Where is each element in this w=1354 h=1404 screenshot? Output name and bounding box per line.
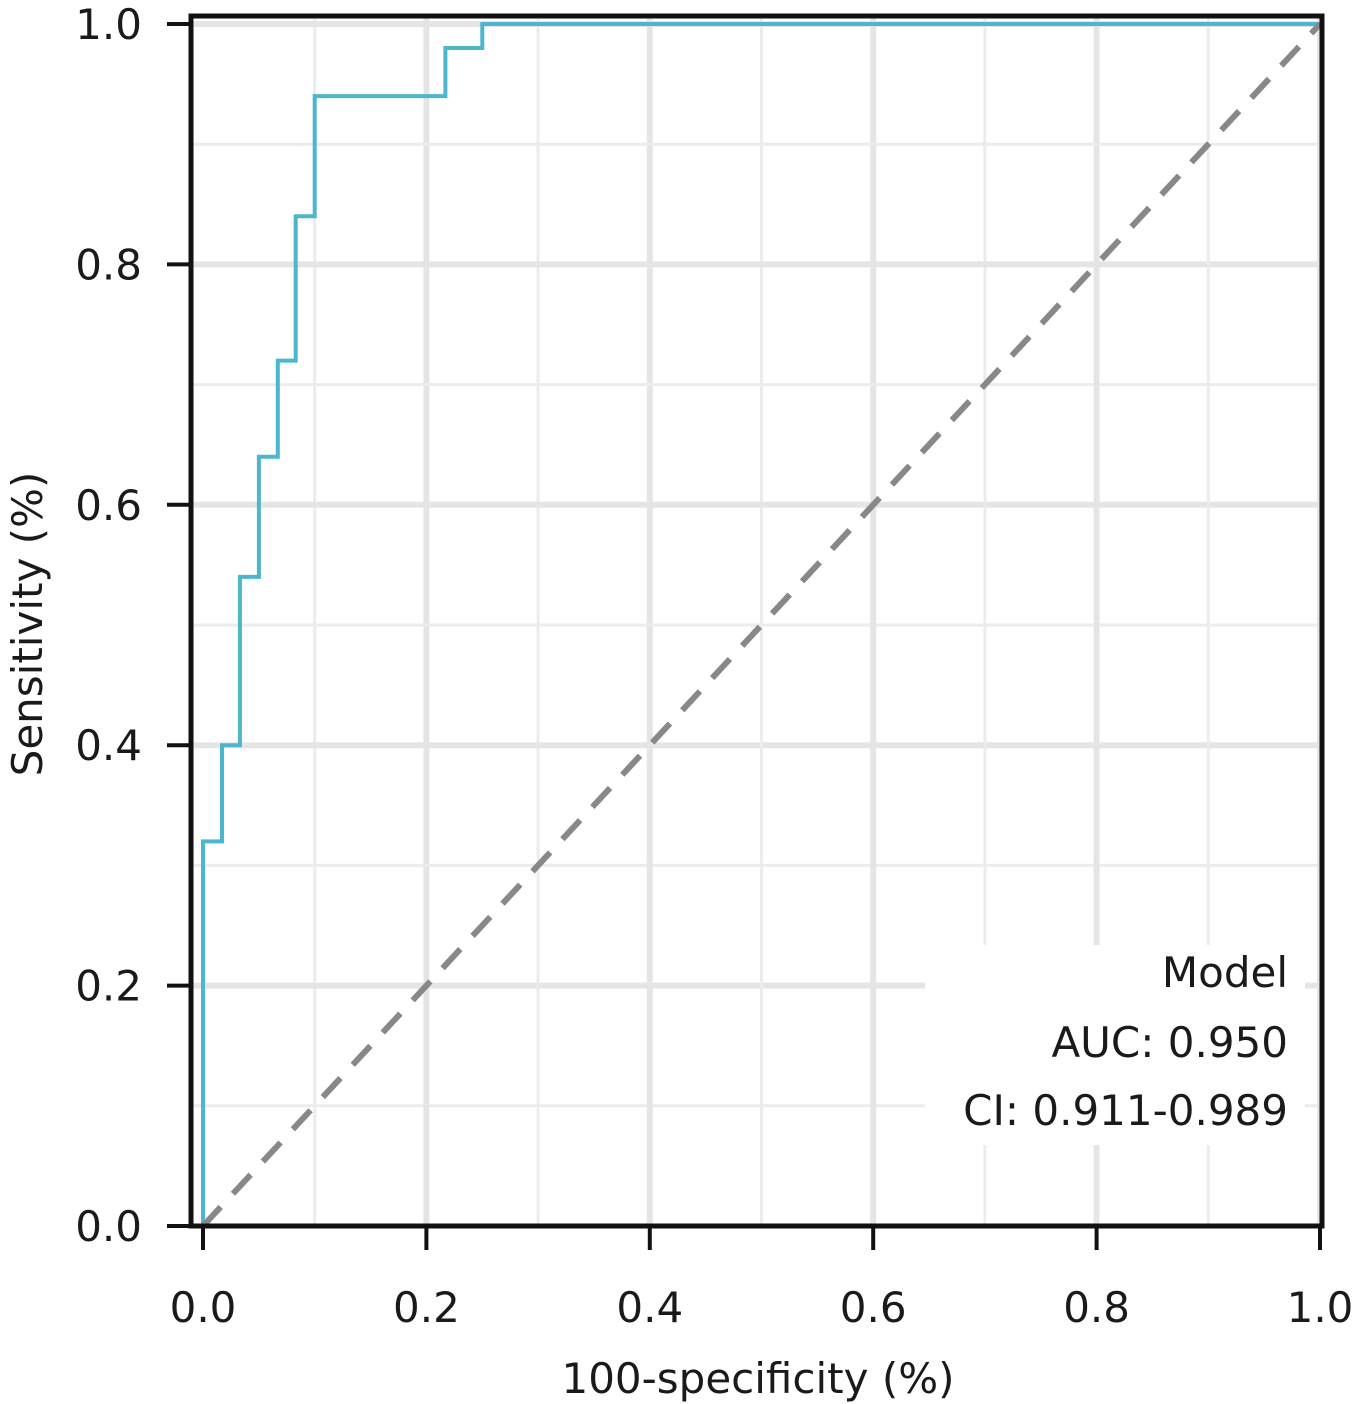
y-tick-label: 0.4: [75, 721, 142, 770]
legend-ci: CI: 0.911-0.989: [963, 1086, 1288, 1135]
legend-auc: AUC: 0.950: [1051, 1018, 1288, 1067]
y-axis-title: Sensitivity (%): [3, 472, 52, 777]
axis-ticks: 0.0 0.2 0.4 0.6 0.8 1.0 0.0 0.2 0.4 0.6 0.8 1.0: [75, 0, 1353, 1332]
x-axis-title: 100-specificity (%): [561, 1354, 954, 1403]
x-tick-label: 0.6: [840, 1283, 907, 1332]
x-tick-label: 0.2: [393, 1283, 460, 1332]
y-tick-label: 0.6: [75, 481, 142, 530]
legend: Model AUC: 0.950 CI: 0.911-0.989: [925, 945, 1305, 1145]
x-tick-label: 0.8: [1063, 1283, 1130, 1332]
y-tick-label: 0.2: [75, 962, 142, 1011]
reference-diagonal-line: [200, 21, 1323, 1229]
y-tick-label: 1.0: [75, 0, 142, 49]
y-tick-label: 0.8: [75, 240, 142, 289]
x-tick-label: 0.4: [616, 1283, 683, 1332]
x-tick-label: 1.0: [1287, 1283, 1354, 1332]
series-layer: [200, 21, 1323, 1229]
x-tick-label: 0.0: [170, 1283, 237, 1332]
legend-box: [925, 945, 1305, 1145]
legend-title: Model: [1162, 948, 1288, 997]
y-tick-label: 0.0: [75, 1202, 142, 1251]
plot-frame: [188, 13, 1325, 1229]
roc-curve-line: [201, 22, 1320, 1226]
